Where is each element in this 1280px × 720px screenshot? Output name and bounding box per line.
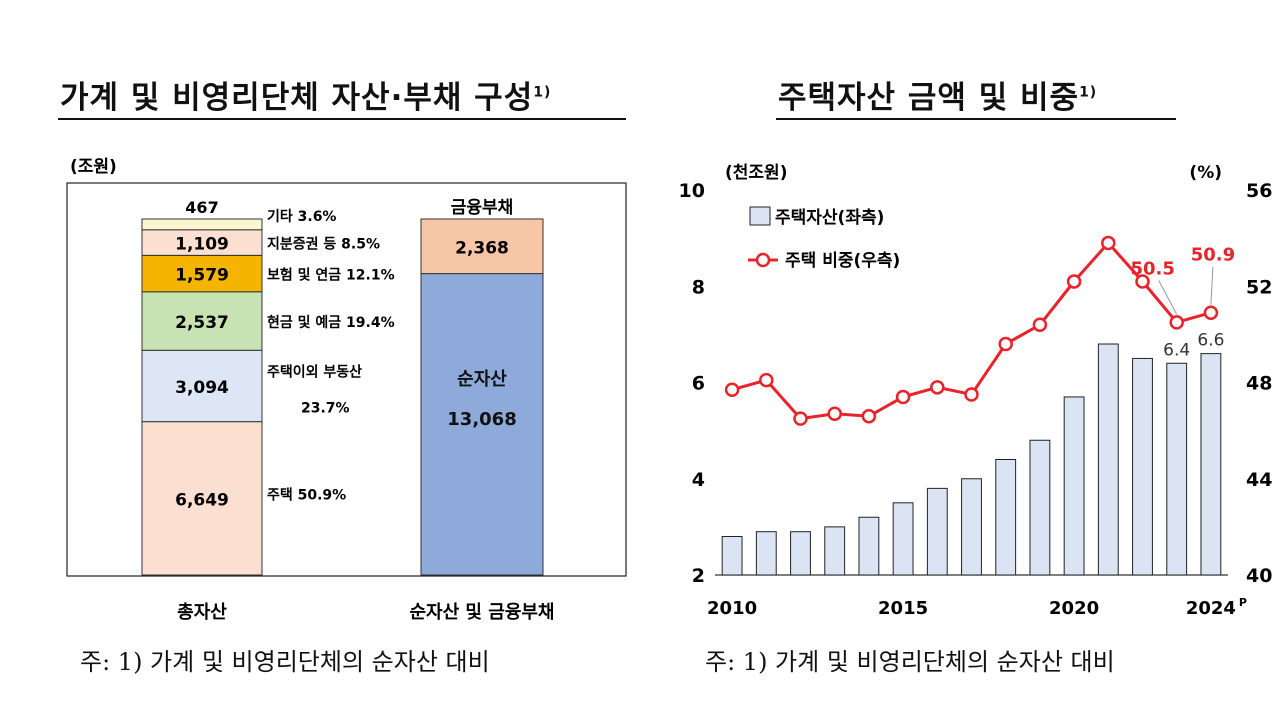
legend-bar-label: 주택자산(좌측) — [775, 208, 884, 228]
housing-share-point-2019 — [1032, 317, 1048, 332]
line-value-label-2024: 50.9 — [1191, 245, 1235, 266]
legend-bar-swatch — [749, 206, 771, 226]
value-label-segment-기타: 467 — [185, 198, 218, 217]
line-value-leader-2023 — [1158, 280, 1178, 315]
housing-asset-bar-2012 — [790, 531, 811, 576]
series-label-segment-순자산: 순자산 — [457, 369, 507, 390]
housing-asset-bar-2015 — [892, 502, 914, 576]
housing-share-point-2013 — [827, 406, 842, 422]
housing-asset-bar-2023 — [1166, 362, 1188, 576]
category-label-0: 총자산 — [177, 602, 227, 623]
left-chart-title: 가계 및 비영리단체 자산·부채 구성1) — [60, 80, 552, 116]
bar-segment-주택 — [141, 421, 263, 576]
left-axis-tick-8: 8 — [692, 276, 705, 298]
value-label-segment-주택: 6,649 — [175, 490, 229, 510]
category-label-1: 순자산 및 금융부채 — [409, 602, 554, 623]
x-tick-label-2024: 2024 — [1186, 598, 1236, 619]
housing-asset-bar-2014 — [858, 516, 880, 576]
bar-segment-지분증권-등 — [141, 229, 263, 256]
series-share-label-segment-지분증권-등: 지분증권 등 8.5% — [267, 237, 380, 253]
series-label-segment-금융부채: 금융부채 — [451, 198, 514, 218]
x-tick-suffix: P — [1239, 596, 1247, 609]
housing-share-point-2024 — [1203, 305, 1219, 320]
value-label-segment-주택이외-부동산: 3,094 — [175, 378, 229, 398]
series-share-label-segment-기타: 기타 3.6% — [267, 209, 336, 225]
share-label-segment-주택이외-부동산: 23.7% — [301, 400, 350, 416]
series-share-label-segment-현금-및-예금: 현금 및 예금 19.4% — [267, 314, 395, 331]
housing-share-point-2018 — [998, 336, 1013, 352]
bar-segment-현금-및-예금 — [141, 291, 263, 351]
right-title-underline — [776, 118, 1176, 120]
left-axis-tick-6: 6 — [692, 373, 705, 395]
housing-share-point-2016 — [930, 380, 945, 395]
value-label-segment-순자산: 13,068 — [447, 409, 516, 430]
legend-line-label: 주택 비중(우측) — [785, 251, 900, 271]
right-axis-unit: (%) — [1189, 163, 1222, 183]
left-axis-tick-10: 10 — [679, 180, 705, 202]
housing-share-point-2014 — [861, 408, 877, 424]
right-axis-tick-52: 52 — [1246, 276, 1272, 298]
series-share-label-segment-주택: 주택 50.9% — [267, 487, 346, 504]
left-title-underline — [58, 118, 626, 120]
left-axis-tick-2: 2 — [692, 565, 705, 587]
housing-asset-bar-2022 — [1132, 357, 1153, 576]
value-label-segment-금융부채: 2,368 — [455, 238, 509, 258]
housing-asset-bar-2021 — [1097, 343, 1119, 576]
bar-value-label-2023: 6.4 — [1163, 340, 1190, 360]
housing-share-point-2022 — [1135, 274, 1150, 289]
housing-asset-bar-2017 — [961, 478, 982, 576]
bar-segment-보험-및-연금 — [141, 254, 263, 293]
right-axis-tick-56: 56 — [1246, 180, 1272, 202]
housing-share-point-2015 — [895, 389, 911, 405]
x-tick-label-2020: 2020 — [1049, 598, 1099, 619]
housing-asset-bar-2020 — [1063, 396, 1085, 576]
housing-share-point-2010 — [724, 382, 740, 397]
housing-share-point-2012 — [793, 411, 808, 426]
line-value-label-2023: 50.5 — [1130, 258, 1174, 279]
bar-segment-기타 — [141, 218, 263, 231]
legend-line-marker — [755, 252, 771, 268]
housing-asset-bar-2011 — [755, 531, 777, 576]
value-label-segment-지분증권-등: 1,109 — [175, 235, 229, 255]
bar-value-label-2024: 6.6 — [1197, 331, 1224, 351]
right-axis-tick-48: 48 — [1246, 373, 1272, 395]
right-axis-tick-40: 40 — [1246, 565, 1272, 587]
value-label-segment-보험-및-연금: 1,579 — [175, 266, 229, 286]
housing-share-point-2011 — [759, 372, 774, 388]
series-share-label-segment-보험-및-연금: 보험 및 연금 12.1% — [267, 267, 395, 284]
x-tick-label-2015: 2015 — [878, 598, 928, 619]
right-footnote: 주: 1) 가계 및 비영리단체의 순자산 대비 — [705, 648, 1115, 676]
housing-share-point-2023 — [1169, 315, 1184, 330]
right-chart-title: 주택자산 금액 및 비중1) — [778, 80, 1098, 116]
housing-asset-bar-2010 — [721, 536, 743, 576]
series-label-segment-주택이외-부동산: 주택이외 부동산 — [267, 363, 362, 380]
housing-asset-bar-2019 — [1029, 439, 1051, 576]
unit-label: (조원) — [70, 157, 117, 177]
line-value-leader-2024 — [1210, 266, 1214, 305]
left-axis-unit: (천조원) — [725, 163, 787, 183]
bar-segment-금융부채 — [420, 218, 544, 275]
housing-share-point-2017 — [964, 387, 979, 402]
housing-asset-bar-2018 — [995, 459, 1017, 576]
housing-asset-bar-2024 — [1200, 353, 1222, 576]
bar-segment-순자산 — [420, 273, 544, 576]
value-label-segment-현금-및-예금: 2,537 — [175, 313, 229, 333]
housing-asset-bar-2016 — [926, 487, 948, 576]
left-axis-tick-4: 4 — [692, 469, 705, 491]
housing-share-point-2021 — [1101, 235, 1116, 251]
left-footnote: 주: 1) 가계 및 비영리단체의 순자산 대비 — [80, 648, 490, 676]
right-axis-tick-44: 44 — [1246, 469, 1272, 491]
plot-frame — [66, 182, 627, 577]
housing-asset-bar-2013 — [824, 526, 846, 576]
x-tick-label-2010: 2010 — [707, 598, 757, 619]
housing-share-point-2020 — [1066, 274, 1082, 289]
